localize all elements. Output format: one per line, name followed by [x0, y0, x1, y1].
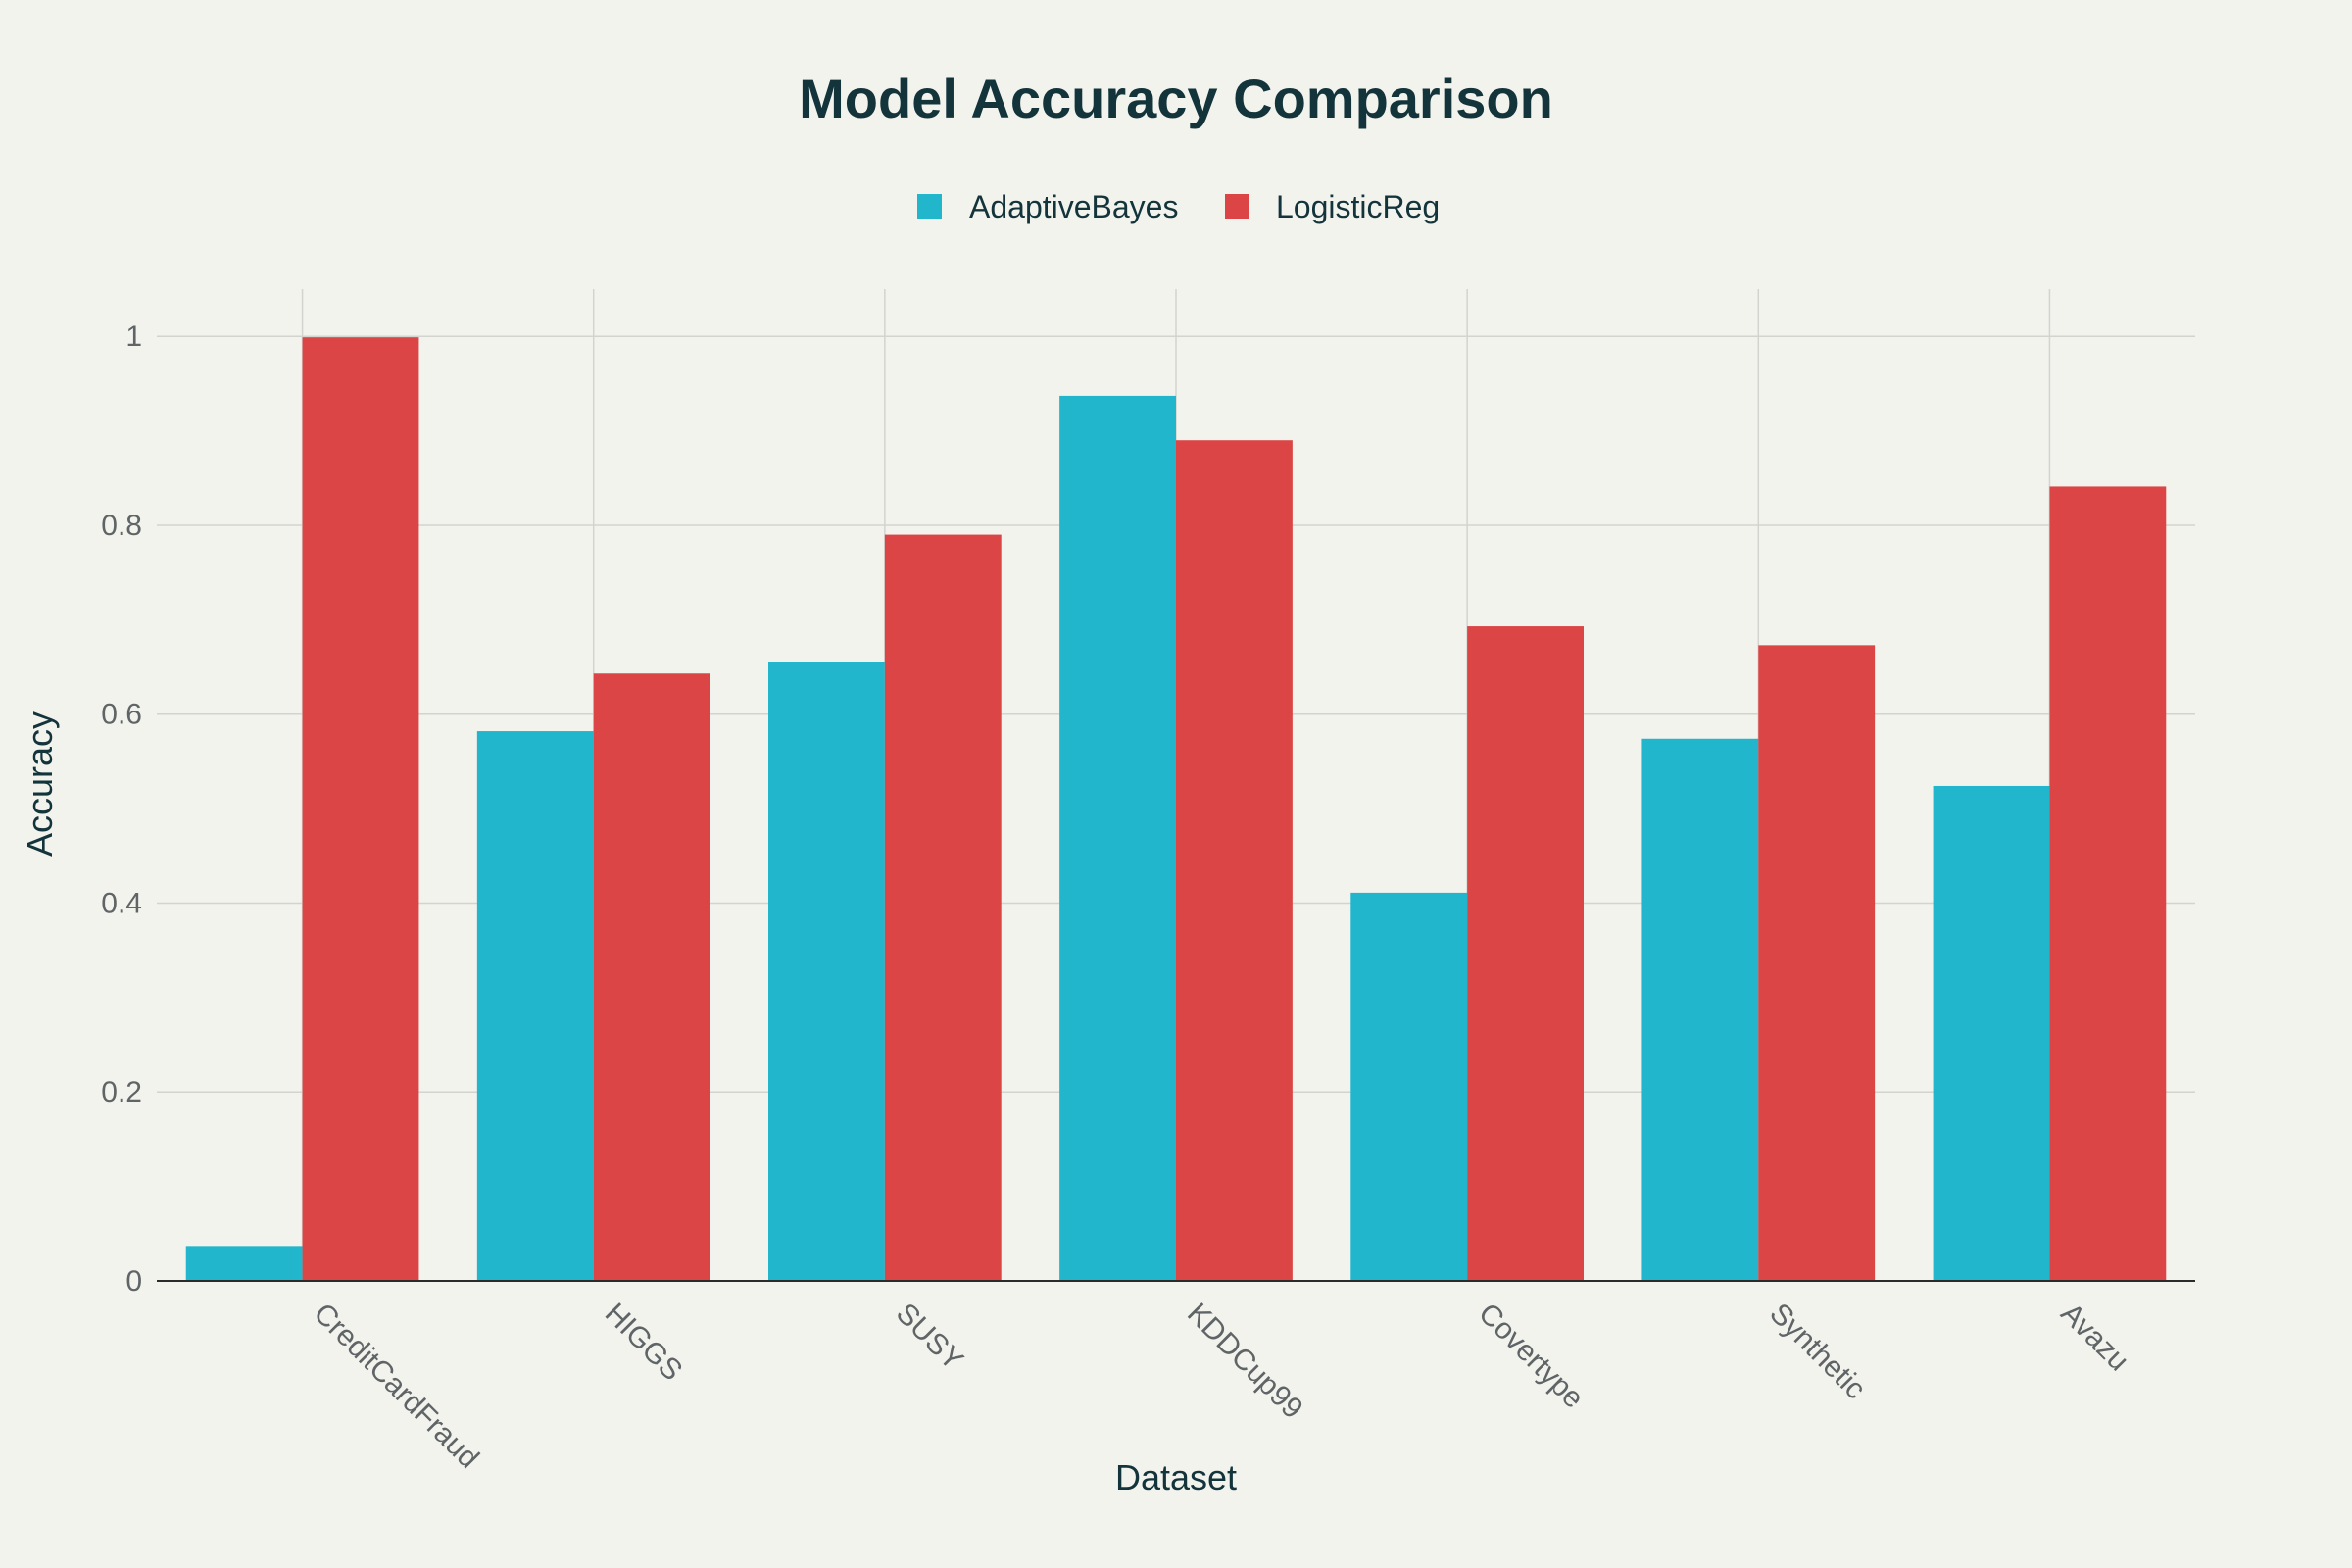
bar-adaptivebayes-avazu: [1933, 785, 2050, 1281]
bar-adaptivebayes-covertype: [1350, 892, 1468, 1281]
y-tick-label: 1: [125, 320, 142, 353]
y-axis-ticks: 0 0.2 0.4 0.6 0.8 1: [101, 320, 142, 1298]
legend-label-logisticreg: LogisticReg: [1276, 189, 1440, 224]
bar-logisticreg-higgs: [593, 673, 710, 1281]
bar-logisticreg-kddcup99: [1176, 440, 1293, 1281]
legend-swatch-adaptivebayes: [917, 194, 942, 219]
legend-swatch-logisticreg: [1225, 194, 1250, 219]
y-tick-label: 0.6: [101, 699, 142, 731]
legend-label-adaptivebayes: AdaptiveBayes: [969, 189, 1178, 224]
legend: AdaptiveBayes LogisticReg: [917, 189, 1440, 224]
y-tick-label: 0: [125, 1265, 142, 1298]
bar-adaptivebayes-synthetic: [1642, 738, 1759, 1281]
x-axis-ticks: CreditCardFraud HIGGS SUSY KDDCup99 Covertyp…: [308, 1298, 2135, 1475]
x-axis-title: Dataset: [1115, 1457, 1237, 1497]
bar-logisticreg-synthetic: [1758, 645, 1876, 1281]
x-tick-label: Avazu: [2054, 1298, 2134, 1378]
bar-logisticreg-creditcardfraud: [302, 337, 419, 1281]
y-axis-title: Accuracy: [20, 711, 60, 857]
x-tick-label: SUSY: [890, 1298, 969, 1377]
bar-logisticreg-avazu: [2049, 486, 2167, 1282]
bar-logisticreg-susy: [884, 534, 1002, 1281]
x-tick-label: Synthetic: [1763, 1298, 1872, 1406]
bar-logisticreg-covertype: [1467, 626, 1584, 1281]
bar-adaptivebayes-creditcardfraud: [185, 1246, 303, 1281]
x-tick-label: Covertype: [1472, 1298, 1590, 1415]
bar-adaptivebayes-kddcup99: [1059, 395, 1176, 1281]
chart-title: Model Accuracy Comparison: [799, 68, 1553, 129]
bar-adaptivebayes-susy: [768, 662, 885, 1281]
x-tick-label: KDDCup99: [1181, 1298, 1309, 1426]
y-tick-label: 0.4: [101, 887, 142, 919]
y-tick-label: 0.8: [101, 510, 142, 542]
bar-adaptivebayes-higgs: [476, 731, 594, 1281]
bars: [185, 337, 2167, 1282]
x-tick-label: HIGGS: [599, 1298, 689, 1388]
x-tick-label: CreditCardFraud: [308, 1298, 485, 1475]
y-tick-label: 0.2: [101, 1076, 142, 1108]
